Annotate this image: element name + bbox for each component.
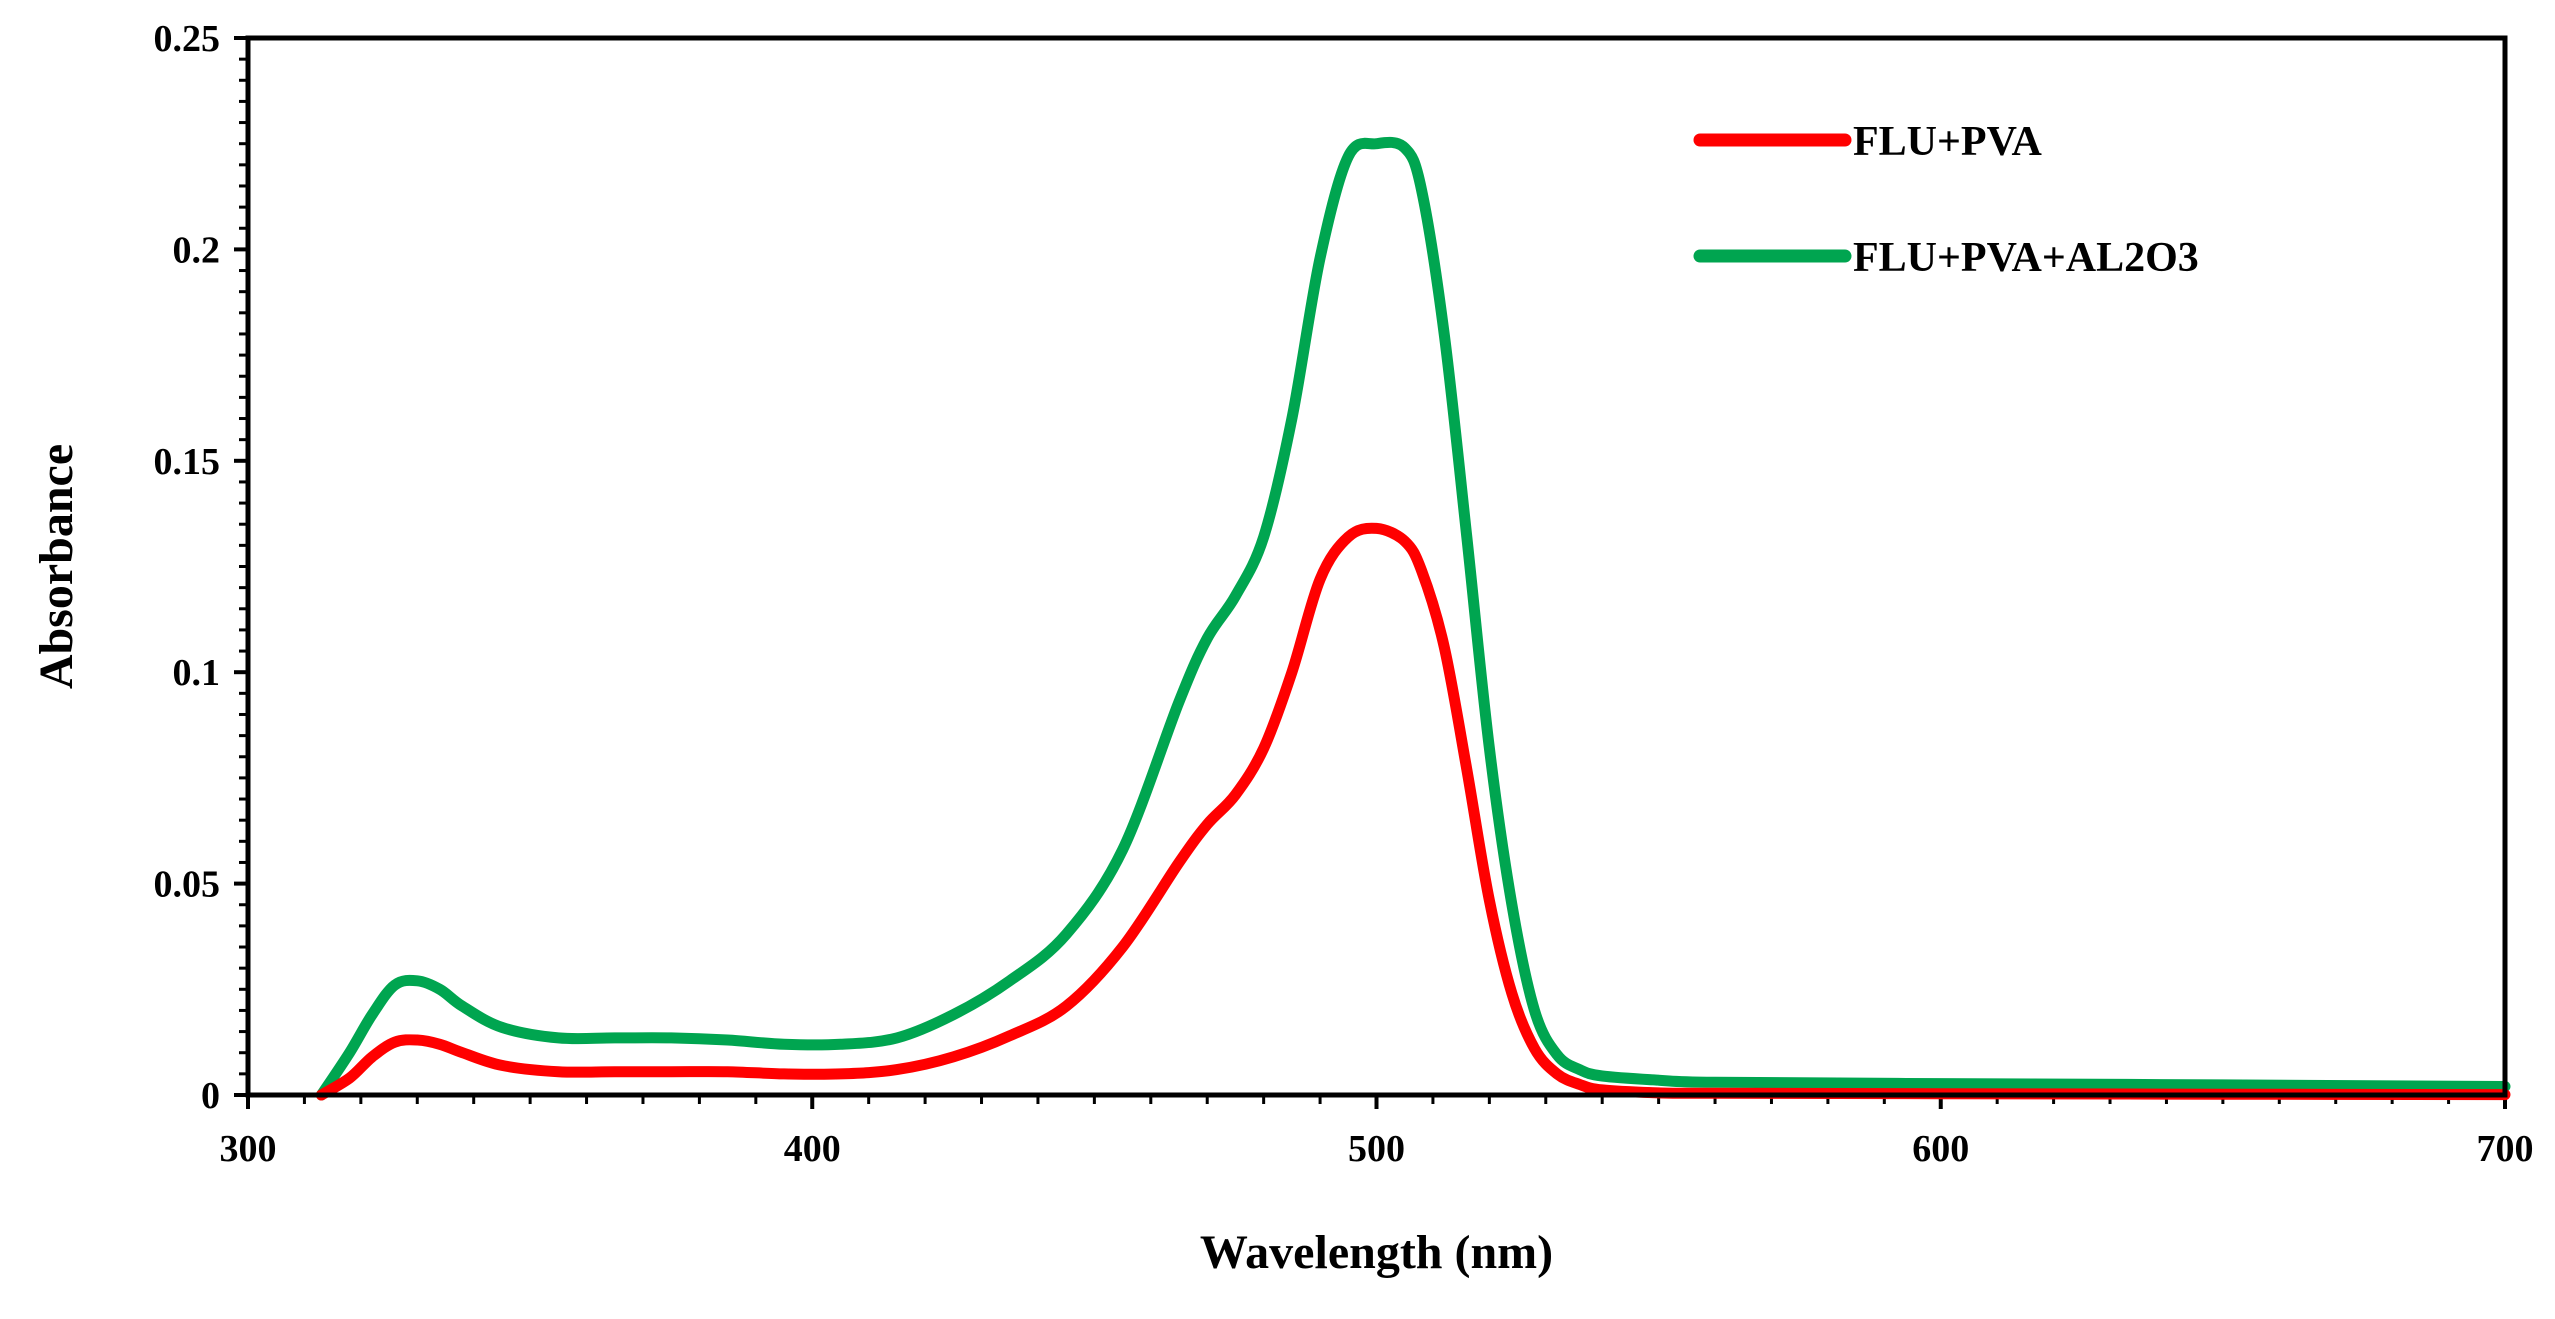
legend-label-flu-pva-al2o3: FLU+PVA+AL2O3: [1853, 235, 2199, 281]
y-tick-label: 0.25: [154, 18, 221, 60]
x-tick-label: 700: [2477, 1128, 2534, 1170]
legend-label-flu-pva: FLU+PVA: [1853, 119, 2043, 165]
y-tick-label: 0.05: [154, 864, 221, 906]
x-tick-label: 400: [784, 1128, 841, 1170]
legend: FLU+PVA FLU+PVA+AL2O3: [1693, 119, 2199, 281]
series-line-flu-pva: [315, 522, 2511, 1101]
y-tick-label: 0: [201, 1075, 220, 1117]
x-axis-title: Wavelength (nm): [1200, 1226, 1553, 1279]
x-tick-label: 600: [1912, 1128, 1969, 1170]
tick-labels-layer: 300 400 500 600 700 0 0.05 0.1 0.15 0.2 0.25: [154, 18, 2534, 1170]
series-line-flu-pva-al2o3: [315, 136, 2511, 1101]
y-tick-label: 0.2: [173, 229, 221, 271]
y-tick-label: 0.15: [154, 441, 221, 483]
ticks-layer: [234, 36, 2507, 1109]
plot-frame: [245, 35, 2508, 1098]
x-tick-label: 500: [1348, 1128, 1405, 1170]
series-layer: [315, 136, 2511, 1101]
y-axis-title: Absorbance: [30, 444, 83, 689]
x-tick-label: 300: [220, 1128, 277, 1170]
y-tick-label: 0.1: [173, 652, 221, 694]
